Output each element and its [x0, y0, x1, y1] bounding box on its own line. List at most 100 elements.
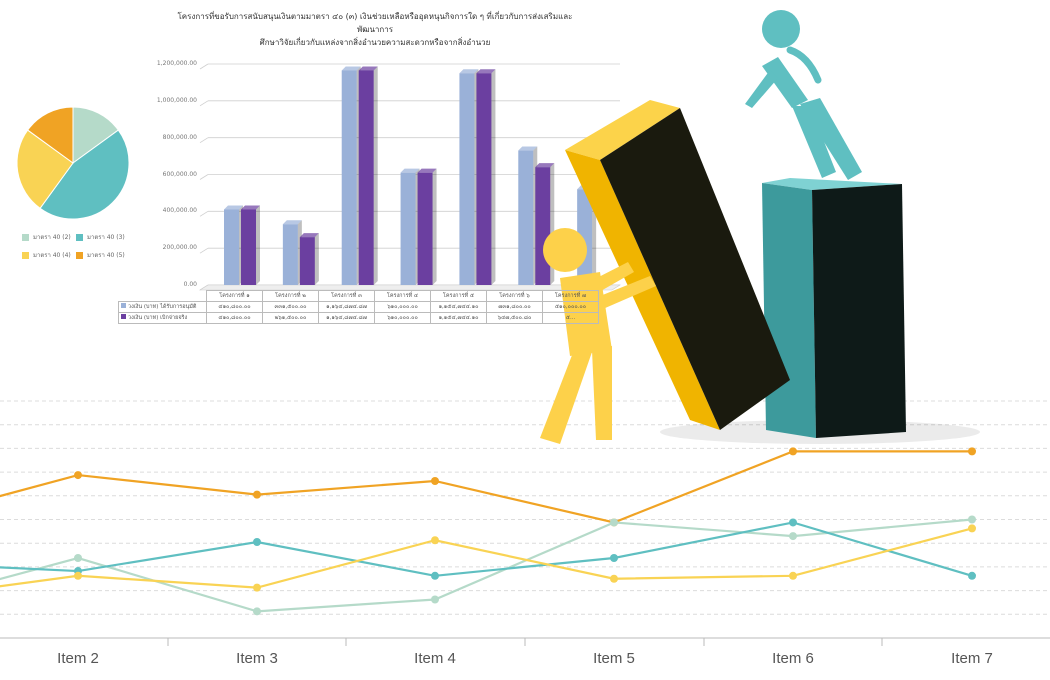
- pie-legend-item: มาตรา 40 (5): [76, 250, 125, 260]
- bar-grid-depth: [199, 174, 209, 180]
- legend-entry: วงเงิน (บาท) เบิกจ่ายจริง: [118, 312, 207, 324]
- bar-side-face: [432, 168, 437, 285]
- table-cell: ๕๑๐,๐๐๐.๐๐: [542, 301, 599, 313]
- bar-top-face: [476, 69, 496, 74]
- bar-grid-depth: [199, 247, 209, 254]
- series-4-point: [789, 571, 797, 580]
- series-3-point: [789, 518, 797, 527]
- pusher-back-leg: [540, 350, 592, 444]
- bar-chart-title-line-2: ศึกษาวิจัยเกี่ยวกับแหล่งจากสิ่งอำนวยความ…: [259, 38, 491, 47]
- table-cell: ๔๑๐,๘๐๐.๐๐: [206, 301, 263, 313]
- pie-legend-label: มาตรา 40 (3): [87, 234, 125, 241]
- bar-side-face: [373, 66, 378, 285]
- series-4-point: [74, 571, 82, 580]
- table-cell: ๑,๑๖๔,๘๗๔.๘๗: [318, 312, 375, 324]
- series-3-point: [253, 538, 261, 547]
- table-column-header: โครงการที่ ๖: [486, 290, 543, 302]
- bar-top-face: [417, 168, 437, 173]
- climber-bag-strap: [786, 46, 822, 84]
- bar-2-project-2: [299, 237, 315, 285]
- bar-top-face: [241, 205, 260, 210]
- bar-y-tick-label: 600,000.00: [162, 170, 197, 178]
- pusher-head: [543, 228, 587, 272]
- bar-top-face: [299, 233, 319, 238]
- bar-top-face: [282, 220, 302, 225]
- x-tick-label: Item 3: [236, 650, 278, 667]
- table-cell: ๖๔๗,๕๐๐.๘๐: [486, 312, 543, 324]
- series-4-point: [431, 536, 439, 545]
- series-1-point: [789, 447, 797, 456]
- figures-pushing-block-illustration: [540, 10, 980, 444]
- pedestal-top: [762, 178, 902, 190]
- series-1-point: [74, 471, 82, 480]
- series-4-point: [610, 574, 618, 583]
- legend-label: วงเงิน (บาท) เบิกจ่ายจริง: [128, 315, 188, 321]
- series-2-point: [610, 518, 618, 527]
- pie-legend-swatch: [22, 252, 29, 259]
- bar-2-project-4: [417, 172, 433, 285]
- series-4-point: [253, 583, 261, 592]
- bar-side-face: [491, 69, 496, 285]
- table-cell: ๔๑๐,๘๐๐.๐๐: [206, 312, 263, 324]
- table-row: วงเงิน (บาท) เบิกจ่ายจริง ๔๑๐,๘๐๐.๐๐ ๒๖๑,๕…: [118, 312, 599, 324]
- bar-grid-depth: [199, 100, 209, 107]
- series-2-point: [789, 532, 797, 541]
- series-2-point: [968, 515, 976, 524]
- bar-1-project-3: [341, 70, 357, 285]
- pie-legend-item: มาตรา 40 (3): [76, 232, 125, 242]
- bar-side-face: [256, 205, 260, 285]
- bar-grid-depth: [199, 63, 209, 70]
- x-tick-label: Item 2: [57, 650, 99, 667]
- bar-top-face: [535, 163, 555, 168]
- bar-y-tick-label: 400,000.00: [162, 207, 197, 215]
- pie-legend-item: มาตรา 40 (2): [22, 232, 71, 242]
- block-front-face: [600, 108, 790, 430]
- bar-1-project-6: [518, 150, 534, 285]
- climber-front-leg: [800, 98, 862, 180]
- pie-legend-item: มาตรา 40 (4): [22, 250, 71, 260]
- bar-chart-title: โครงการที่ขอรับการสนับสนุนเงินตามมาตรา ๔…: [160, 10, 590, 49]
- table-column-header: โครงการที่ ๗: [542, 290, 599, 302]
- bar-top-face: [224, 205, 243, 210]
- bar-side-face: [314, 233, 319, 285]
- series-1-point: [431, 476, 439, 485]
- bar-top-face: [400, 168, 420, 173]
- table-cell: ๗๓๑,๘๐๐.๐๐: [486, 301, 543, 313]
- x-tick-label: Item 7: [951, 650, 993, 667]
- pie-legend-swatch: [76, 252, 83, 259]
- climber-back-leg: [792, 106, 836, 178]
- bar-2-project-3: [358, 70, 374, 285]
- bar-top-face: [341, 66, 361, 71]
- bar-chart-title-line-1: โครงการที่ขอรับการสนับสนุนเงินตามมาตรา ๔…: [177, 12, 573, 34]
- bar-y-tick-label: 1,200,000.00: [156, 60, 197, 67]
- climber-torso: [762, 57, 808, 108]
- table-cell: ๖๑๐,๐๐๐.๐๐: [374, 312, 431, 324]
- bar-grid-depth: [199, 137, 209, 144]
- bar-grid-depth: [199, 210, 209, 217]
- x-tick-label: Item 6: [772, 650, 814, 667]
- table-column-header: โครงการที่ ๓: [318, 290, 375, 302]
- bar-2-project-5: [476, 73, 492, 285]
- pie-legend-label: มาตรา 40 (2): [33, 234, 71, 241]
- climber-head: [762, 10, 800, 48]
- bar-1-project-4: [400, 172, 416, 285]
- pie-legend-swatch: [22, 234, 29, 241]
- series-2-point: [253, 607, 261, 616]
- table-cell: ๖๑๐,๐๐๐.๐๐: [374, 301, 431, 313]
- x-tick-label: Item 5: [593, 650, 635, 667]
- bar-y-tick-label: 200,000.00: [162, 244, 197, 252]
- series-4-point: [968, 524, 976, 533]
- bar-1-project-5: [459, 73, 475, 285]
- climber-arm: [745, 70, 778, 108]
- pie-legend-label: มาตรา 40 (4): [33, 252, 71, 259]
- bar-top-face: [459, 69, 479, 74]
- series-line-1: [0, 450, 972, 524]
- pedestal-side: [762, 183, 816, 438]
- pie-slice-3: [16, 129, 74, 210]
- bar-y-tick-label: 0.00: [183, 281, 197, 288]
- bar-1-project-2: [282, 224, 298, 285]
- series-3-point: [431, 571, 439, 580]
- pie-slice-4: [26, 106, 74, 164]
- legend-swatch: [121, 303, 126, 308]
